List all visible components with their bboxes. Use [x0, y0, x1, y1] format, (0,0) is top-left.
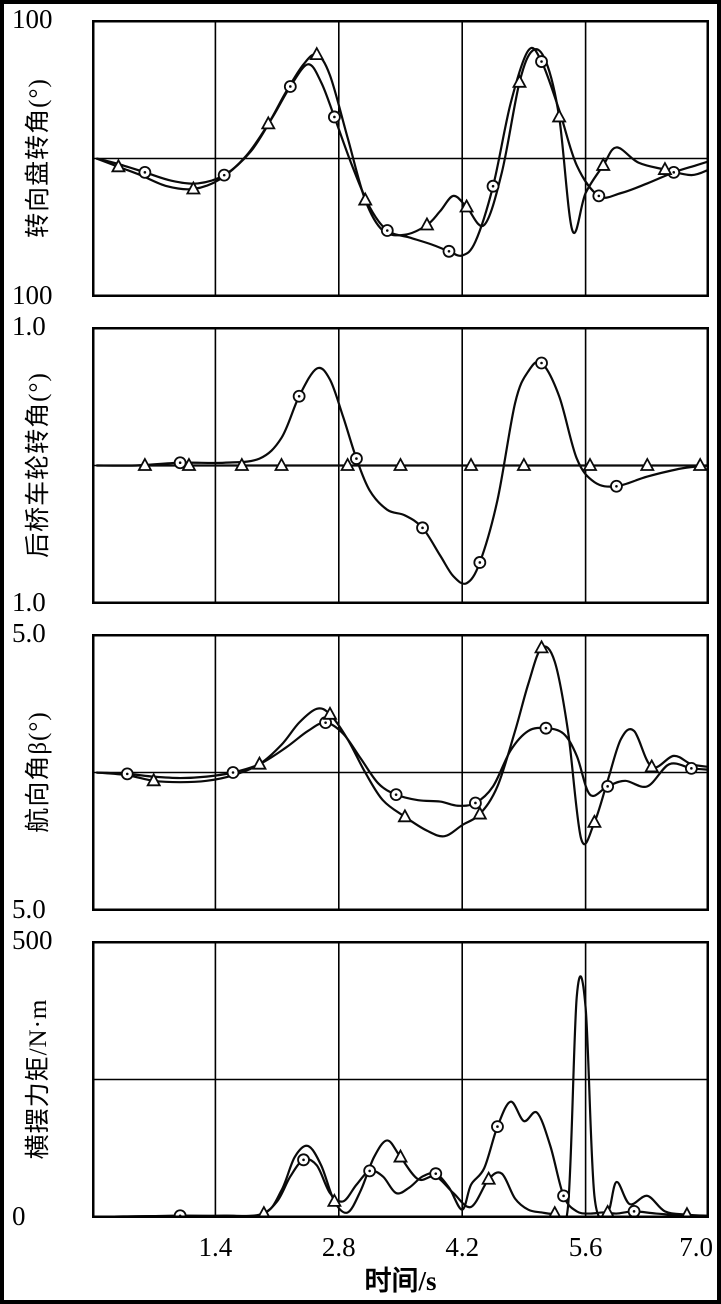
plot-area-rear-axle-wheel-angle	[92, 327, 709, 604]
y-axis-label-rear-axle-wheel-angle: 后桥车轮转角(°)	[25, 371, 52, 558]
panel-heading-angle-beta: 航向角β(°) 5.0 5.0	[4, 618, 717, 925]
panel-steering-wheel-angle: 转向盘转角(°) 100 100	[4, 4, 717, 311]
y-tick-bottom: 100	[12, 280, 53, 310]
y-tick-bottom: 5.0	[12, 894, 46, 924]
plot-area-heading-angle-beta	[92, 634, 709, 911]
panel-rear-axle-wheel-angle: 后桥车轮转角(°) 1.0 1.0	[4, 311, 717, 618]
x-tick-5_6: 5.6	[568, 1232, 603, 1262]
x-tick-4_2: 4.2	[445, 1232, 480, 1262]
x-tick-2_8: 2.8	[321, 1232, 356, 1262]
y-tick-top: 100	[12, 4, 53, 34]
y-tick-bottom: 0	[12, 1201, 26, 1231]
y-tick-bottom: 1.0	[12, 587, 46, 617]
y-axis-label-heading-angle-beta: 航向角β(°)	[25, 710, 52, 833]
y-tick-top: 5.0	[12, 618, 46, 648]
y-tick-top: 1.0	[12, 311, 46, 341]
plot-area-yaw-moment	[92, 941, 709, 1218]
plot-area-steering-wheel-angle	[92, 20, 709, 297]
x-tick-7_0: 7.0	[679, 1232, 714, 1262]
x-tick-1_4: 1.4	[198, 1232, 233, 1262]
x-axis-title: 时间/s	[364, 1266, 437, 1296]
x-axis: 1.4 2.8 4.2 5.6 7.0	[92, 1232, 714, 1264]
y-axis-label-steering-wheel-angle: 转向盘转角(°)	[25, 77, 52, 238]
panel-yaw-moment: 横摆力矩/N·m 500 0	[4, 925, 717, 1232]
y-axis-label-yaw-moment: 横摆力矩/N·m	[25, 998, 52, 1159]
y-tick-top: 500	[12, 925, 53, 955]
